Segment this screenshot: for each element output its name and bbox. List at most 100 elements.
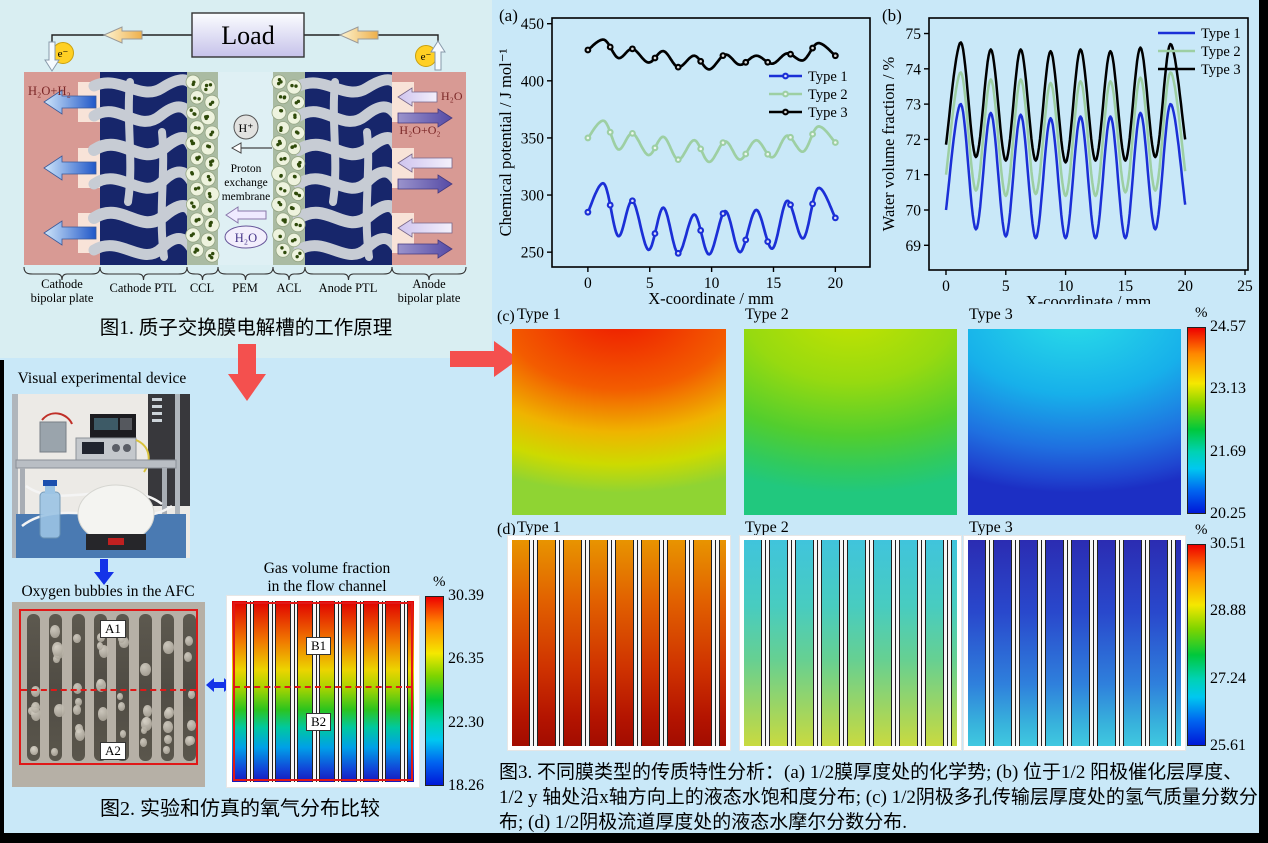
layer-label: Anode PTL	[319, 281, 378, 295]
svg-text:250: 250	[521, 245, 545, 262]
colorbar-d: % 30.51 28.88 27.24 25.61	[1187, 522, 1265, 754]
layer-label: Cathode bipolar plate	[31, 277, 94, 305]
sim-title: Gas volume fraction in the flow channel	[263, 560, 391, 595]
svg-text:350: 350	[521, 130, 545, 147]
oxygen-bubble	[31, 685, 40, 697]
flow-channel	[160, 614, 175, 761]
oxygen-out-arrows	[397, 108, 453, 259]
svg-text:Type 1: Type 1	[1201, 26, 1241, 42]
oxygen-bubble	[96, 641, 104, 650]
oxygen-bubble	[52, 654, 60, 664]
panel-c-letter: (c)	[497, 308, 515, 325]
svg-text:e⁻: e⁻	[58, 48, 69, 60]
oxygen-bubble	[162, 641, 174, 655]
oxygen-bubble	[50, 625, 61, 638]
sim-outline	[233, 602, 413, 781]
red-down-arrow	[228, 344, 266, 401]
svg-text:Type 3: Type 3	[808, 105, 848, 121]
oxygen-bubble	[30, 746, 38, 756]
oxygen-bubble	[30, 707, 42, 722]
oxygen-bubble	[163, 721, 173, 734]
svg-text:300: 300	[521, 188, 545, 205]
device-photo	[12, 394, 190, 558]
colorbar-ticks: 30.39 26.35 22.30 18.26	[448, 587, 484, 794]
right-edge	[1259, 0, 1268, 833]
layer-label: Anode bipolar plate	[398, 277, 461, 305]
oxygen-bubble	[140, 738, 148, 748]
region-b2-tag: B2	[306, 713, 332, 731]
svg-text:10: 10	[704, 275, 720, 292]
heatmap-c-type2	[744, 329, 957, 515]
oxygen-bubble	[187, 735, 195, 745]
heatmap-c-type1	[512, 329, 726, 515]
colorbar-unit: %	[1195, 522, 1208, 538]
svg-text:H₂O: H₂O	[235, 231, 257, 245]
oxygen-bubble	[119, 729, 126, 738]
svg-text:X-coordinate / mm: X-coordinate / mm	[1026, 292, 1152, 304]
bubbles-photo-label: Oxygen bubbles in the AFC	[21, 583, 195, 600]
svg-text:X-coordinate / mm: X-coordinate / mm	[648, 289, 774, 304]
fig3-caption: 图3. 不同膜类型的传质特性分析：(a) 1/2膜厚度处的化学势; (b) 位于…	[499, 762, 1258, 833]
svg-text:5: 5	[646, 275, 654, 292]
blue-down-arrow	[94, 559, 114, 585]
svg-text:25: 25	[1237, 278, 1253, 295]
oxygen-bubble	[74, 697, 82, 706]
catalyst-particles	[185, 74, 306, 263]
svg-text:10: 10	[1058, 278, 1074, 295]
oxygen-bubble	[51, 747, 58, 756]
colorbar-gradient	[425, 596, 444, 786]
layer-label: PEM	[232, 281, 258, 295]
panel-c-type1-label: Type 1	[517, 306, 561, 323]
device-photo-label: Visual experimental device	[17, 370, 187, 387]
oxygen-bubble	[73, 705, 82, 715]
svg-text:400: 400	[521, 73, 545, 90]
hydrogen-out-arrows	[43, 89, 97, 246]
oxygen-bubble	[164, 734, 173, 745]
bubbles-photo: A1 A2	[12, 602, 205, 787]
oxygen-bubble	[186, 720, 196, 732]
electron-flow-down-arrow	[44, 41, 60, 72]
colorbar-ticks: 30.51 28.88 27.24 25.61	[1210, 535, 1246, 754]
oxygen-bubble	[98, 644, 110, 658]
panel-d-type2-label: Type 2	[745, 519, 789, 536]
oxygen-bubble	[52, 642, 64, 656]
svg-text:20: 20	[1177, 278, 1193, 295]
channel-ribs	[232, 601, 414, 782]
region-a1-tag: A1	[100, 620, 126, 638]
oxygen-bubble	[117, 692, 124, 701]
line-chart-a: 0 5 10 15 20 250 300 350 400 450 X-coordinate / mm…	[497, 6, 871, 304]
svg-text:Type 3: Type 3	[1201, 62, 1241, 78]
svg-text:73: 73	[906, 97, 922, 114]
colorbar-gradient	[1187, 327, 1206, 514]
svg-text:0: 0	[584, 275, 592, 292]
svg-text:Load: Load	[221, 21, 274, 50]
oxygen-bubble	[184, 651, 193, 662]
proton-icon: H⁺	[233, 114, 259, 140]
layer-label: Cathode PTL	[109, 281, 176, 295]
svg-text:450: 450	[521, 16, 545, 33]
svg-text:Type 2: Type 2	[1201, 44, 1241, 60]
svg-text:75: 75	[906, 26, 922, 43]
region-b1-tag: B1	[306, 637, 332, 655]
membrane-label: exchange	[224, 177, 267, 189]
flow-channel	[27, 614, 42, 761]
oxygen-bubble	[74, 728, 85, 742]
svg-text:69: 69	[906, 238, 922, 255]
water-crossover-arrow	[225, 206, 267, 224]
svg-text:Chemical potential / J mol⁻¹: Chemical potential / J mol⁻¹	[497, 49, 515, 237]
oxygen-bubble	[54, 704, 65, 717]
flow-channel	[71, 614, 85, 761]
panel-c-type3-label: Type 3	[969, 306, 1013, 323]
cathode-out-label: H₂O+H₂	[28, 84, 71, 98]
svg-text:Type 1: Type 1	[808, 69, 848, 85]
svg-text:(a): (a)	[499, 6, 518, 25]
flow-channel	[183, 614, 197, 761]
svg-text:74: 74	[906, 61, 922, 78]
oxygen-bubble	[73, 633, 81, 644]
flow-channel	[49, 614, 65, 761]
oxygen-bubble	[117, 701, 125, 711]
oxygen-bubble	[97, 707, 109, 721]
oxygen-bubble	[73, 683, 82, 695]
bottom-edge	[0, 833, 1268, 843]
